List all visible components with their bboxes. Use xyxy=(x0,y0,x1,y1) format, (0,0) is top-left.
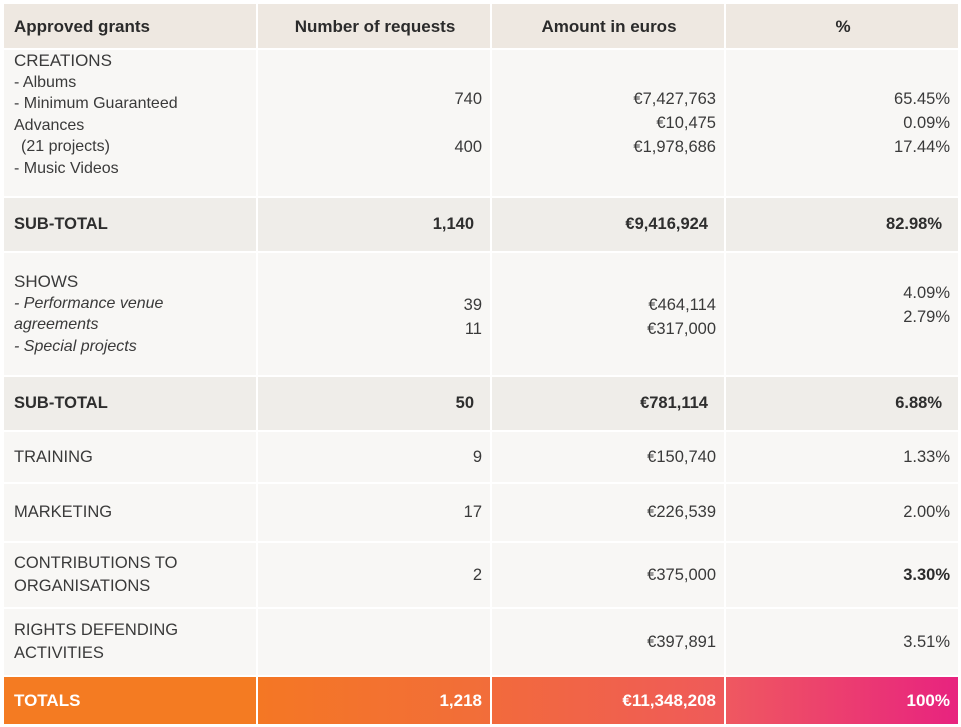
training-percent: 1.33% xyxy=(726,432,958,482)
contributions-label-line1: CONTRIBUTIONS TO xyxy=(14,554,178,572)
approved-grants-table: Approved grants Number of requests Amoun… xyxy=(4,4,958,724)
shows-item-agreements: agreements xyxy=(14,316,99,333)
subtotal-creations-amount: €9,416,924 xyxy=(492,198,724,251)
creations-title: CREATIONS xyxy=(14,51,112,70)
creations-amount-music-videos: €1,978,686 xyxy=(633,138,716,156)
header-number-of-requests: Number of requests xyxy=(258,4,490,48)
creations-percents-cell: 65.45% 0.09% 17.44% xyxy=(726,50,958,196)
header-percent: % xyxy=(726,4,958,48)
creations-item-advances: Advances xyxy=(14,116,85,134)
header-approved-grants: Approved grants xyxy=(4,4,256,48)
shows-requests-venue: 39 xyxy=(463,296,482,314)
marketing-amount: €226,539 xyxy=(492,484,724,541)
shows-amounts-cell: €464,114 €317,000 xyxy=(492,253,724,375)
shows-item-venue: - Performance venue xyxy=(14,294,164,312)
shows-percent-special: 2.79% xyxy=(903,308,950,326)
marketing-percent: 2.00% xyxy=(726,484,958,541)
contributions-label-line2: ORGANISATIONS xyxy=(14,577,151,595)
shows-percent-venue: 4.09% xyxy=(903,284,950,302)
contributions-percent: 3.30% xyxy=(726,543,958,607)
training-label: TRAINING xyxy=(4,432,256,482)
creations-item-music-videos: - Music Videos xyxy=(14,159,119,177)
subtotal-creations-label: SUB-TOTAL xyxy=(4,198,256,251)
contributions-label: CONTRIBUTIONS TO ORGANISATIONS xyxy=(4,543,256,607)
rights-label-line1: RIGHTS DEFENDING xyxy=(14,621,179,639)
shows-amount-venue: €464,114 xyxy=(648,296,716,314)
creations-amount-mga: €10,475 xyxy=(656,114,716,132)
totals-requests: 1,218 xyxy=(258,677,490,724)
shows-title: SHOWS xyxy=(14,272,79,291)
subtotal-creations-percent: 82.98% xyxy=(726,198,958,251)
creations-requests-cell: 740 400 xyxy=(258,50,490,196)
totals-label: TOTALS xyxy=(4,677,256,724)
totals-percent: 100% xyxy=(726,677,958,724)
contributions-amount: €375,000 xyxy=(492,543,724,607)
shows-label-cell: SHOWS - Performance venue agreements - S… xyxy=(4,253,256,375)
rights-label: RIGHTS DEFENDING ACTIVITIES xyxy=(4,609,256,675)
creations-requests-albums: 740 xyxy=(454,90,482,108)
marketing-requests: 17 xyxy=(258,484,490,541)
contributions-requests: 2 xyxy=(258,543,490,607)
creations-label-cell: CREATIONS - Albums - Minimum Guaranteed … xyxy=(4,50,256,196)
subtotal-shows-requests: 50 xyxy=(258,377,490,430)
creations-requests-music-videos: 400 xyxy=(454,138,482,156)
creations-amounts-cell: €7,427,763 €10,475 €1,978,686 xyxy=(492,50,724,196)
creations-item-mga: - Minimum Guaranteed xyxy=(14,95,178,112)
training-requests: 9 xyxy=(258,432,490,482)
creations-amount-albums: €7,427,763 xyxy=(633,90,716,108)
rights-label-line2: ACTIVITIES xyxy=(14,644,104,662)
rights-percent: 3.51% xyxy=(726,609,958,675)
training-amount: €150,740 xyxy=(492,432,724,482)
creations-item-albums: - Albums xyxy=(14,73,77,91)
creations-item-projects: (21 projects) xyxy=(21,138,110,155)
marketing-label: MARKETING xyxy=(4,484,256,541)
rights-requests xyxy=(258,609,490,675)
shows-requests-special: 11 xyxy=(464,320,482,338)
totals-amount: €11,348,208 xyxy=(492,677,724,724)
rights-amount: €397,891 xyxy=(492,609,724,675)
subtotal-creations-requests: 1,140 xyxy=(258,198,490,251)
subtotal-shows-percent: 6.88% xyxy=(726,377,958,430)
creations-percent-mga: 0.09% xyxy=(903,114,950,132)
shows-amount-special: €317,000 xyxy=(647,320,716,338)
creations-percent-music-videos: 17.44% xyxy=(894,138,950,156)
subtotal-shows-label: SUB-TOTAL xyxy=(4,377,256,430)
header-amount-in-euros: Amount in euros xyxy=(492,4,724,48)
shows-requests-cell: 39 11 xyxy=(258,253,490,375)
shows-percents-cell: 4.09% 2.79% xyxy=(726,253,958,375)
creations-percent-albums: 65.45% xyxy=(894,90,950,108)
subtotal-shows-amount: €781,114 xyxy=(492,377,724,430)
shows-item-special: - Special projects xyxy=(14,337,137,355)
